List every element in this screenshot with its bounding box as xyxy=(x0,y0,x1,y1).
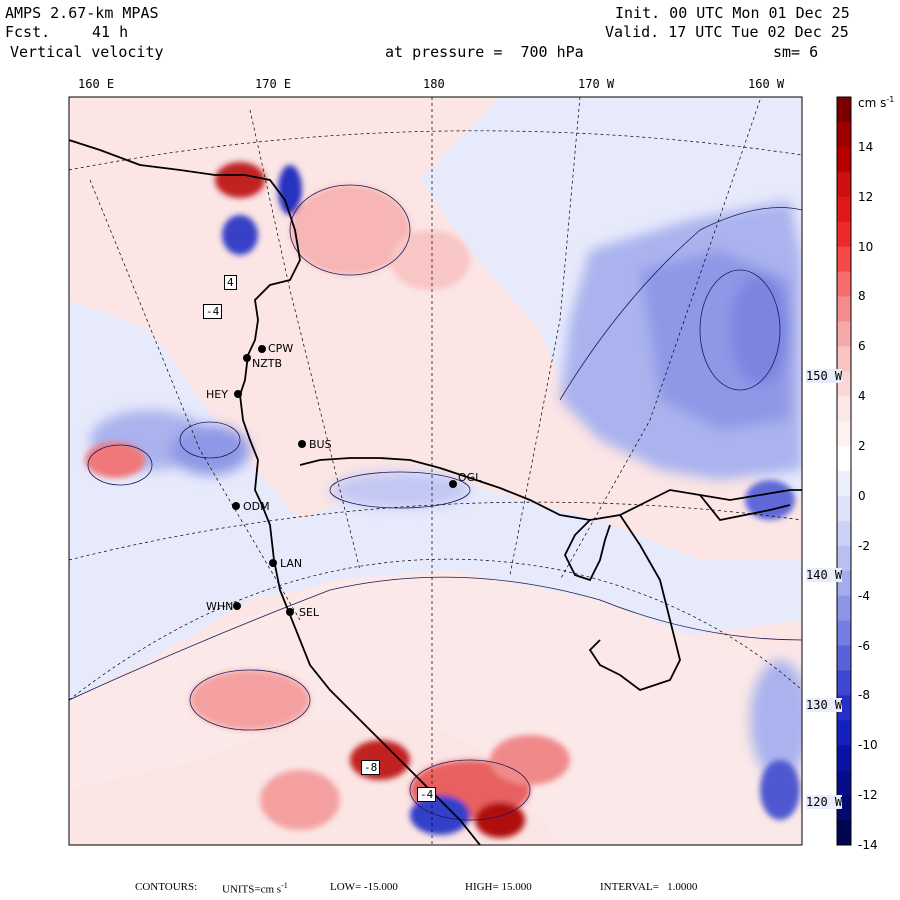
colorbar-tick-label: -12 xyxy=(858,788,878,803)
colorbar-segment xyxy=(837,146,851,173)
colorbar-segment xyxy=(837,97,851,123)
colorbar-segment xyxy=(837,121,851,148)
station-bus: BUS xyxy=(309,438,332,451)
station-cpw: CPW xyxy=(268,342,294,355)
colorbar-segment xyxy=(837,670,851,696)
red-area-west xyxy=(85,442,145,478)
colorbar-tick-label: -8 xyxy=(858,688,870,703)
lon-label-160w: 160 W xyxy=(748,77,785,91)
colorbar-segment xyxy=(837,396,851,422)
colorbar-segment xyxy=(837,520,851,547)
lat-label-120w: 120 W xyxy=(806,795,843,809)
colorbar-tick-label: 14 xyxy=(858,139,874,154)
colorbar-tick-label: 4 xyxy=(858,389,866,404)
graticule xyxy=(69,97,802,845)
colorbar-segment xyxy=(837,595,851,622)
colorbar-tick-label: -2 xyxy=(858,538,870,553)
station-lan: LAN xyxy=(280,557,303,570)
colorbar-segment xyxy=(837,296,851,322)
smoothing: sm= 6 xyxy=(773,43,819,61)
colorbar-segment xyxy=(837,271,851,297)
map-frame xyxy=(68,96,803,846)
pressure-level: at pressure = 700 hPa xyxy=(385,43,584,61)
colorbar-segment xyxy=(837,221,851,248)
colorbar-tick-label: -6 xyxy=(858,638,870,653)
light-pink-region-plateau xyxy=(69,570,802,845)
colorbar-tick-label: -14 xyxy=(858,838,878,852)
colorbar-segment xyxy=(837,246,851,273)
colorbar-segment xyxy=(837,321,851,347)
colorbar-segment xyxy=(837,446,851,472)
lon-label-160e: 160 E xyxy=(78,77,115,91)
max-min-box: -4 xyxy=(203,304,223,319)
lat-label-130w: 130 W xyxy=(806,698,843,712)
colorbar-tick-label: 0 xyxy=(858,488,866,503)
init-time: Init. 00 UTC Mon 01 Dec 25 xyxy=(615,4,850,22)
colorbar-tick-label: -10 xyxy=(858,738,878,753)
max-min-box: 4 xyxy=(224,275,237,290)
model-title: AMPS 2.67-km MPAS xyxy=(5,4,159,22)
colorbar-tick-label: -4 xyxy=(858,588,870,603)
colorbar-segment xyxy=(837,720,851,746)
station-ogl: OGL xyxy=(458,471,482,484)
footer-contours: CONTOURS: xyxy=(135,881,198,893)
colorbar-segment xyxy=(837,421,851,447)
colorbar-segment xyxy=(837,645,851,671)
colorbar-segment xyxy=(837,770,851,796)
lat-label-140w: 140 W xyxy=(806,568,843,582)
station-hey: HEY xyxy=(206,388,228,401)
colorbar-tick-label: 6 xyxy=(858,339,866,354)
colorbar-segment xyxy=(837,745,851,771)
colorbar-segment xyxy=(837,196,851,223)
colorbar-segment xyxy=(837,495,851,522)
footer-high: HIGH= 15.000 xyxy=(465,881,532,893)
footer-units: UNITS=cm s-1 xyxy=(222,881,288,896)
colorbar-tick-label: 10 xyxy=(858,239,874,254)
velocity-field xyxy=(69,97,802,845)
colorbar-tick-label: 2 xyxy=(858,439,866,454)
field-name: Vertical velocity xyxy=(10,43,164,61)
max-min-box: -4 xyxy=(417,787,437,802)
colorbar-units: cm s-1 xyxy=(858,95,895,110)
lon-label-170w: 170 W xyxy=(578,77,615,91)
station-sel: SEL xyxy=(299,606,320,619)
lon-label-170e: 170 E xyxy=(255,77,292,91)
colorbar-segment xyxy=(837,820,851,846)
colorbar-segment xyxy=(837,346,851,372)
colorbar-segment xyxy=(837,620,851,647)
colorbar-segment xyxy=(837,171,851,198)
colorbar-segment xyxy=(837,471,851,497)
station-odm: ODM xyxy=(243,500,270,513)
valid-time: Valid. 17 UTC Tue 02 Dec 25 xyxy=(605,23,849,41)
lon-label-180: 180 xyxy=(423,77,445,91)
station-dots xyxy=(232,345,457,616)
lat-label-150w: 150 W xyxy=(806,369,843,383)
footer-low: LOW= -15.000 xyxy=(330,881,398,893)
colorbar-segment xyxy=(837,545,851,572)
forecast-hour: 41 h xyxy=(92,23,129,41)
colorbar-tick-label: 12 xyxy=(858,189,874,204)
colorbar-tick-label: 8 xyxy=(858,289,866,304)
max-min-box: -8 xyxy=(361,760,381,775)
coastline xyxy=(69,139,802,845)
station-whn: WHN xyxy=(206,600,234,613)
footer-interval: INTERVAL= 1.0000 xyxy=(600,881,698,893)
colorbar xyxy=(837,97,851,846)
station-nztb: NZTB xyxy=(252,357,283,370)
forecast-label: Fcst. xyxy=(5,23,51,41)
